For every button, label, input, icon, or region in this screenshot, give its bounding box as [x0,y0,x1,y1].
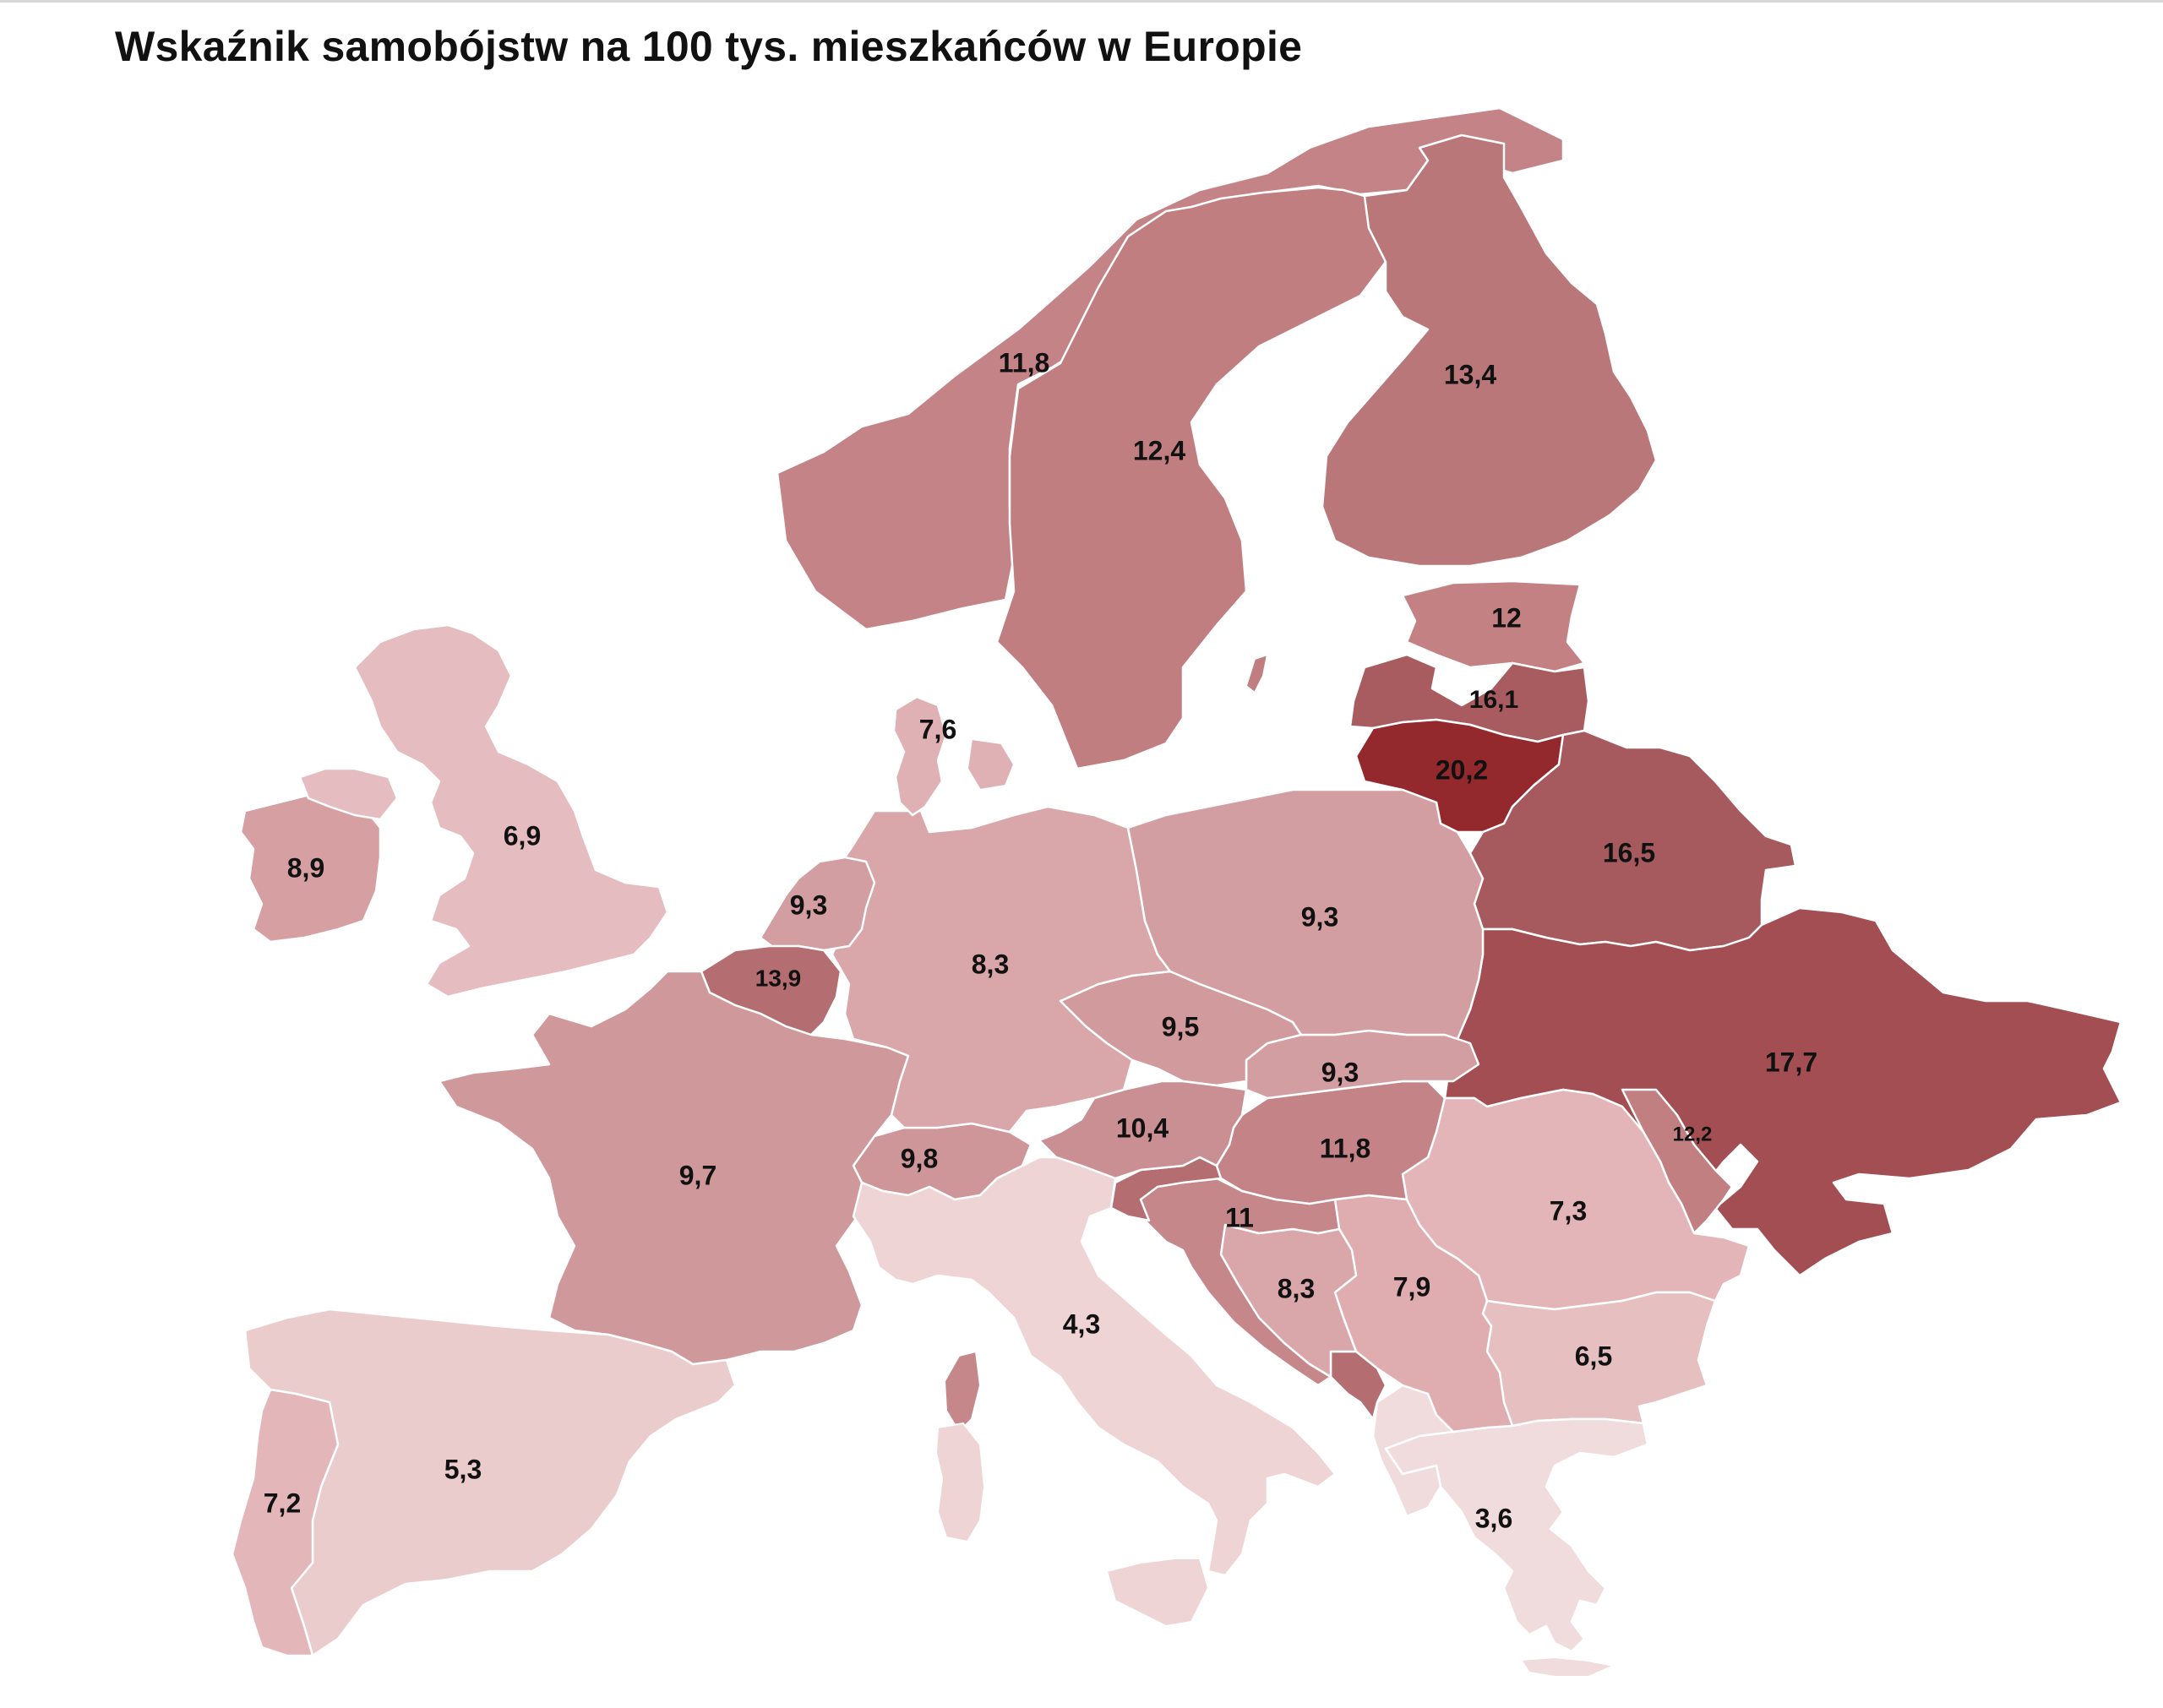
top-border-line [0,0,2163,3]
value-label-slovakia: 9,3 [1321,1057,1359,1087]
value-label-spain: 5,3 [444,1454,482,1484]
country-netherlands [759,856,876,952]
island-sardinia [935,1422,985,1542]
value-label-switzerland: 9,8 [901,1143,938,1173]
value-label-france: 9,7 [679,1160,716,1190]
island-sicily [1106,1558,1209,1627]
country-france [438,970,910,1366]
value-label-croatia: 11 [1225,1202,1254,1232]
value-label-portugal: 7,2 [264,1488,301,1518]
value-label-bosnia: 8,3 [1278,1273,1315,1303]
value-label-romania: 7,3 [1550,1195,1587,1226]
country-estonia [1401,579,1586,673]
country-greece [1384,1417,1649,1653]
value-label-finland: 13,4 [1444,359,1496,389]
country-poland [1126,788,1485,1041]
island-crete [1520,1656,1615,1678]
country-germany [826,805,1172,1134]
value-label-latvia: 16,1 [1469,686,1518,714]
value-label-germany: 8,3 [972,949,1009,979]
country-italy [852,1156,1337,1577]
country-portugal [231,1388,340,1657]
country-montenegro [1329,1350,1387,1421]
value-label-poland: 9,3 [1301,901,1338,932]
value-label-austria: 10,4 [1116,1112,1169,1143]
country-denmark [892,695,948,817]
value-label-hungary: 11,8 [1320,1133,1371,1163]
value-label-estonia: 12 [1491,602,1522,633]
value-label-denmark: 7,6 [919,714,956,744]
value-label-ireland: 8,9 [287,852,324,883]
value-label-moldova: 12,2 [1673,1123,1713,1145]
value-label-ukraine: 17,7 [1765,1047,1817,1077]
island-corsica [944,1351,981,1433]
value-label-serbia: 7,9 [1393,1271,1430,1302]
value-label-sweden: 12,4 [1133,435,1185,465]
map-title: Wskaźnik samobójstw na 100 tys. mieszkań… [115,23,1303,70]
value-label-norway: 11,8 [999,347,1050,378]
value-label-uk: 6,9 [504,820,541,851]
value-label-lithuania: 20,2 [1436,754,1488,785]
country-finland [1321,133,1658,568]
island-gotland [1245,654,1268,694]
value-label-netherlands: 9,3 [790,889,827,920]
country-austria [1038,1080,1248,1180]
value-label-belarus: 16,5 [1603,837,1655,868]
value-label-czechia: 9,5 [1162,1011,1199,1042]
country-uk [353,623,669,998]
value-label-italy: 4,3 [1063,1308,1100,1339]
country-northern-ireland [298,767,399,821]
value-label-bulgaria: 6,5 [1575,1341,1612,1371]
value-label-greece: 3,6 [1475,1503,1512,1533]
country-sweden [995,186,1387,770]
value-label-belgium: 13,9 [755,965,802,991]
denmark-zealand-island [967,738,1015,791]
